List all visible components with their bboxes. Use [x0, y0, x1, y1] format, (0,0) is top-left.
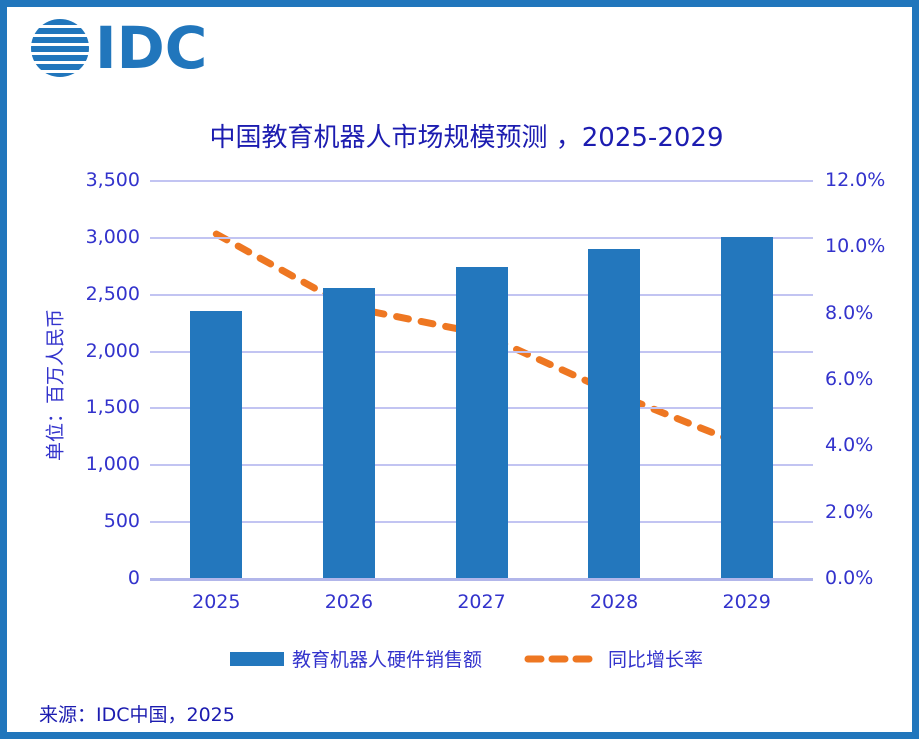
bar-2026 — [322, 287, 375, 578]
y-right-tick-8.0%: 8.0% — [825, 301, 874, 324]
bar-2025 — [190, 310, 243, 578]
x-tick-2029: 2029 — [722, 591, 771, 613]
y-left-tick-3,500: 3,500 — [85, 169, 140, 191]
y-left-tick-0: 0 — [127, 567, 140, 589]
y-left-tick-1,000: 1,000 — [85, 453, 140, 476]
y-right-tick-4.0%: 4.0% — [825, 434, 874, 457]
y-right-tick-12.0%: 12.0% — [825, 169, 886, 191]
logo-wordmark: IDC — [95, 14, 208, 82]
y-left-tick-2,500: 2,500 — [85, 282, 140, 305]
idc-logo: IDC — [31, 19, 207, 77]
y-left-tick-500: 500 — [103, 510, 140, 533]
y-axis-left-title: 单位：百万人民币 — [44, 308, 67, 462]
globe-icon — [31, 19, 89, 77]
gridline-3,000 — [150, 236, 813, 239]
legend-item-sales: 教育机器人硬件销售额 — [229, 645, 482, 672]
y-left-tick-2,000: 2,000 — [85, 339, 140, 362]
y-right-tick-0.0%: 0.0% — [825, 567, 874, 589]
y-left-tick-1,500: 1,500 — [85, 396, 140, 419]
y-right-tick-10.0%: 10.0% — [825, 235, 886, 258]
legend-item-growth: 同比增长率 — [524, 645, 703, 672]
bar-2027 — [455, 267, 508, 578]
gridline-3,500 — [150, 180, 813, 182]
x-tick-2027: 2027 — [457, 591, 506, 613]
y-right-tick-2.0%: 2.0% — [825, 500, 874, 523]
legend-label-growth: 同比增长率 — [608, 649, 704, 671]
bar-2029 — [720, 237, 773, 578]
dashed-line-swatch-icon — [524, 655, 600, 662]
source-note: 来源：IDC中国，2025 — [39, 704, 235, 726]
y-left-tick-3,000: 3,000 — [85, 225, 140, 248]
gridline-0 — [150, 578, 813, 581]
chart-title: 中国教育机器人市场规模预测 ，2025-2029 — [209, 123, 724, 153]
x-tick-2025: 2025 — [192, 591, 241, 613]
legend: 教育机器人硬件销售额 同比增长率 — [7, 645, 912, 672]
x-tick-2026: 2026 — [324, 591, 374, 613]
x-tick-2028: 2028 — [589, 591, 639, 613]
bar-swatch-icon — [229, 651, 284, 666]
legend-label-sales: 教育机器人硬件销售额 — [291, 649, 482, 671]
y-right-tick-6.0%: 6.0% — [825, 368, 874, 390]
bar-2028 — [588, 249, 641, 578]
